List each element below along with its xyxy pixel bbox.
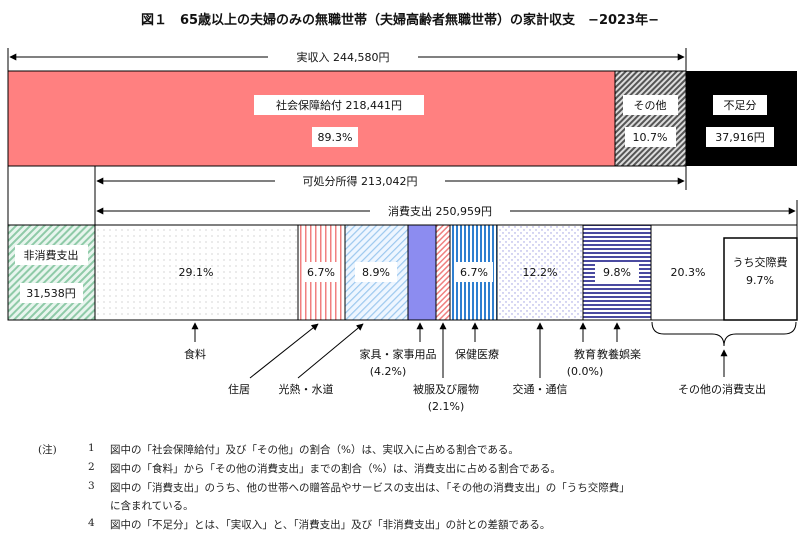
- education-percent: (0.0%): [567, 365, 604, 378]
- note-text: 図中の「食料」から「その他の消費支出」までの割合（%）は、消費支出に占める割合で…: [110, 463, 561, 475]
- social-expenses-percent: 9.7%: [746, 274, 774, 287]
- shortfall-label: 不足分: [724, 99, 757, 112]
- social-security-label: 社会保障給付 218,441円: [276, 98, 402, 112]
- bar-furniture: [407, 224, 437, 321]
- non-consumption-label: 非消費支出: [24, 248, 79, 262]
- furniture-percent: (4.2%): [370, 365, 407, 378]
- utilities-percent: 8.9%: [362, 266, 390, 279]
- social-expenses-label: うち交際費: [733, 255, 788, 269]
- bar-income-other: [614, 70, 687, 167]
- household-budget-diagram: 図１ 65歳以上の夫婦のみの無職世帯（夫婦高齢者無職世帯）の家計収支 −2023…: [7, 12, 798, 413]
- label-medical: 保健医療: [455, 347, 499, 361]
- arrow-housing: [249, 323, 319, 379]
- housing-percent: 6.7%: [307, 266, 335, 279]
- label-furniture: 家具・家事用品: [360, 347, 437, 361]
- note-number: 1: [88, 442, 95, 454]
- recreation-percent: 9.8%: [603, 266, 631, 279]
- note-text: 図中の「消費支出」のうち、他の世帯への贈答品やサービスの支出は、「その他の消費支…: [110, 482, 630, 494]
- social-security-percent: 89.3%: [318, 131, 353, 144]
- other-consumption-percent: 20.3%: [671, 266, 706, 279]
- disposable-income-label: 可処分所得 213,042円: [303, 175, 418, 188]
- label-recreation: 教養娯楽: [597, 347, 641, 361]
- consumption-total-label: 消費支出 250,959円: [388, 204, 492, 218]
- income-other-percent: 10.7%: [633, 131, 668, 144]
- medical-percent: 6.7%: [460, 266, 488, 279]
- label-clothing: 被服及び履物: [413, 382, 479, 396]
- bar-non-consumption: [7, 224, 96, 321]
- food-percent: 29.1%: [179, 266, 214, 279]
- bar-social-expenses: [723, 237, 798, 321]
- note-number: 4: [88, 517, 95, 529]
- note-text: 図中の「不足分」とは、「実収入」と、「消費支出」及び「非消費支出」の計との差額で…: [110, 519, 551, 531]
- bar-food: [94, 224, 299, 321]
- brace-other-consumption: [651, 321, 797, 347]
- pointer-arrows: [191, 321, 797, 379]
- label-education: 教育: [574, 347, 596, 361]
- bar-clothing: [435, 224, 451, 321]
- arrow-utilities: [297, 323, 364, 379]
- shortfall-value: 37,916円: [715, 131, 765, 144]
- bar-shortfall: [686, 71, 797, 166]
- notes-prefix: (注): [38, 444, 57, 456]
- label-other-consumption: その他の消費支出: [678, 382, 766, 396]
- bar-transport: [496, 224, 584, 321]
- label-utilities: 光熱・水道: [279, 382, 334, 396]
- note-text: 図中の「社会保障給付」及び「その他」の割合（%）は、実収入に占める割合である。: [110, 444, 519, 456]
- income-other-label: その他: [634, 99, 667, 112]
- non-consumption-value: 31,538円: [26, 287, 76, 300]
- note-number: 3: [88, 480, 95, 492]
- clothing-percent: (2.1%): [428, 400, 465, 413]
- note-text: に含まれている。: [110, 500, 194, 512]
- label-food: 食料: [184, 347, 206, 361]
- income-total-label: 実収入 244,580円: [297, 50, 390, 64]
- chart-title: 図１ 65歳以上の夫婦のみの無職世帯（夫婦高齢者無職世帯）の家計収支 −2023…: [141, 12, 659, 28]
- label-housing: 住居: [228, 382, 250, 396]
- bar-social-security: [7, 70, 616, 167]
- label-transport: 交通・通信: [513, 382, 568, 396]
- note-number: 2: [88, 461, 95, 473]
- transport-percent: 12.2%: [523, 266, 558, 279]
